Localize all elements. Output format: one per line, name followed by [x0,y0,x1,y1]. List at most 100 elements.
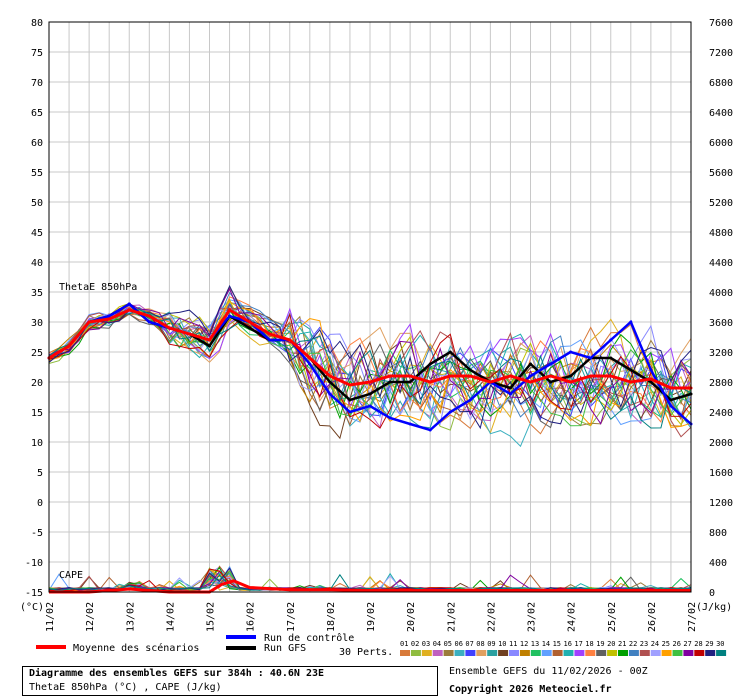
legend: Moyenne des scénarios Run de contrôleRun … [36,632,354,654]
series-point [649,368,653,372]
pert-color-swatch [563,650,574,656]
left-tick-label: 5 [37,468,43,479]
series-point [107,314,111,318]
pert-color-swatch [465,650,476,656]
right-tick-label: 4800 [709,228,733,239]
date-tick-label: 27/02 [687,602,698,632]
date-tick-label: 12/02 [85,602,96,632]
series-point [248,326,252,330]
series-point [167,326,171,330]
pert-number: 11 [509,640,517,648]
left-tick-label: 70 [31,78,43,89]
series-point [368,404,372,408]
pert-number: 28 [694,640,702,648]
pert-number: 26 [673,640,681,648]
pert-color-swatch [661,650,672,656]
series-point [549,374,553,378]
date-tick-label: 19/02 [366,602,377,632]
date-tick-label: 17/02 [286,602,297,632]
info-title: Diagramme des ensembles GEFS sur 384h : … [29,668,325,679]
series-point [669,386,673,390]
series-point [147,320,151,324]
left-tick-label: 10 [31,438,43,449]
right-tick-label: 5200 [709,198,733,209]
pert-color-swatch [443,650,454,656]
left-tick-label: 65 [31,108,43,119]
right-tick-label: 400 [709,558,727,569]
series-point [488,380,492,384]
perts-label: 30 Perts. [339,647,393,658]
series-point [348,383,352,387]
series-point [107,317,111,321]
pert-color-swatch [476,650,487,656]
plot-frame [48,21,692,593]
series-point [187,332,191,336]
pert-number: 22 [629,640,637,648]
run-info: Ensemble GEFS du 11/02/2026 - 00Z [449,666,648,677]
pert-color-swatch [716,650,727,656]
pert-number: 19 [596,640,604,648]
pert-number: 05 [444,640,452,648]
pert-number: 02 [411,640,419,648]
series-point [549,362,553,366]
left-tick-label: 40 [31,258,43,269]
pert-color-swatch [509,650,519,656]
info-box: Diagramme des ensembles GEFS sur 384h : … [22,666,438,696]
series-point [529,380,532,384]
date-tick-label: 11/02 [45,602,56,632]
series-point [609,374,613,378]
info-subtitle: ThetaE 850hPa (°C) , CAPE (J/kg) [29,682,222,693]
legend-label: Moyenne des scénarios [73,642,199,654]
pert-number: 07 [465,640,473,648]
series-point [428,428,432,432]
date-tick-label: 26/02 [647,602,658,632]
series-point [388,374,392,378]
pert-number: 27 [683,640,691,648]
right-tick-label: 7600 [709,18,733,29]
pert-color-swatch [541,650,552,656]
series-point [368,392,372,396]
panel-label-cape: CAPE [59,570,83,581]
legend-label: Run GFS [264,643,306,654]
left-tick-label: 25 [31,348,43,359]
pert-color-swatch [410,650,421,656]
series-point [408,380,412,384]
left-tick-label: 60 [31,138,43,149]
pert-number: 03 [422,640,430,648]
series-point [549,380,553,384]
pert-number: 12 [520,640,528,648]
pert-number: 29 [705,640,713,648]
series-point [147,314,151,318]
series-point [368,380,372,384]
pert-number: 16 [564,640,572,648]
left-tick-label: 50 [31,198,43,209]
series-point [428,362,432,366]
series-point [127,302,131,306]
pert-color-swatch [683,650,694,656]
right-tick-label: 6800 [709,78,733,89]
series-point [669,398,673,402]
right-tick-label: 1200 [709,498,733,509]
series-point [448,374,452,378]
series-point [67,344,71,348]
pert-color-swatch [552,650,563,656]
date-tick-label: 16/02 [246,602,257,632]
series-point [649,377,653,381]
pert-color-swatch [628,650,639,656]
pert-color-swatch [574,650,585,656]
series-point [609,356,613,360]
pert-number: 21 [618,640,626,648]
series-point [208,344,211,348]
series-point [569,380,573,384]
series-point [288,338,292,342]
pert-color-swatch [650,650,661,656]
right-tick-label: 2000 [709,438,733,449]
date-tick-label: 25/02 [607,602,618,632]
series-point [609,338,613,342]
right-tick-label: 3600 [709,318,733,329]
right-tick-label: 6000 [709,138,733,149]
series-point [268,332,272,336]
right-tick-label: 3200 [709,348,733,359]
pert-color-swatch [530,650,541,656]
date-tick-label: 21/02 [446,602,457,632]
